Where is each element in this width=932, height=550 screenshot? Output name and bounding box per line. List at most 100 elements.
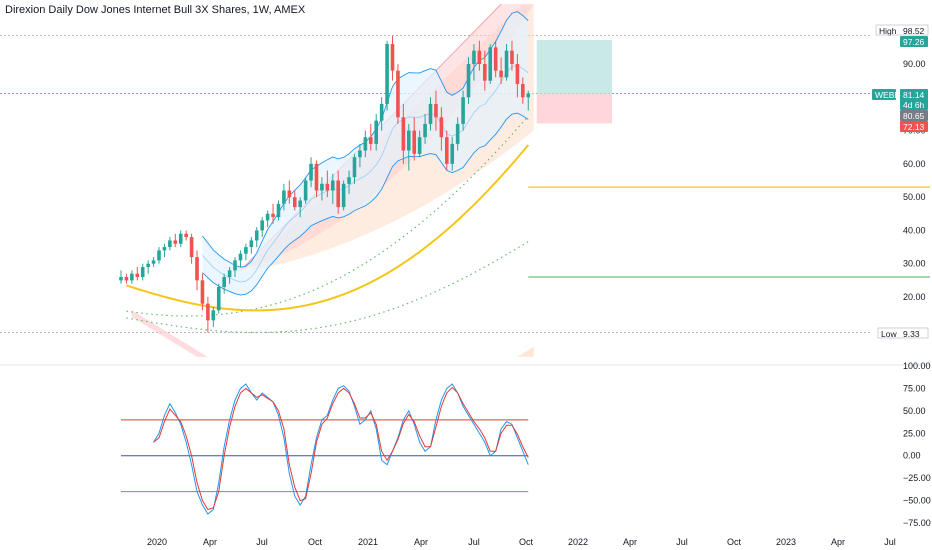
candle-body xyxy=(368,137,373,144)
price-tick-label: 50.00 xyxy=(903,192,926,202)
gray-price-badge-text: 80.65 xyxy=(903,111,925,121)
candle-body xyxy=(222,277,226,288)
candle-body xyxy=(396,70,400,118)
candle-body xyxy=(428,103,433,124)
price-tick-label: 60.00 xyxy=(903,159,926,169)
candle-body xyxy=(216,287,221,311)
candle-body xyxy=(521,83,525,98)
osc-tick-label: 75.00 xyxy=(903,383,926,393)
candle-body xyxy=(244,247,248,254)
osc-tick-label: −75.00 xyxy=(903,518,931,528)
candle-body xyxy=(401,117,406,151)
price-tick-label: 40.00 xyxy=(903,225,926,235)
osc-tick-label: 50.00 xyxy=(903,406,926,416)
dotted-curve-upper xyxy=(126,115,529,317)
chart-title: Direxion Daily Dow Jones Internet Bull 3… xyxy=(5,4,306,16)
candle-body xyxy=(254,230,259,241)
candle-body xyxy=(265,213,270,221)
candle-body xyxy=(178,233,183,244)
stoch-k-line xyxy=(153,383,529,515)
candle-body xyxy=(406,130,411,151)
osc-tick-label: 25.00 xyxy=(903,428,926,438)
time-tick-label: 2020 xyxy=(147,537,167,547)
stop-price-badge: 72.13 xyxy=(900,121,928,132)
stoch-d-line xyxy=(153,386,529,511)
candle-body xyxy=(151,260,156,264)
candle-body xyxy=(325,183,330,191)
candle-body xyxy=(330,180,335,191)
candle-body xyxy=(358,150,362,158)
candle-body xyxy=(450,143,455,164)
candle-body xyxy=(510,50,514,64)
time-tick-label: 2023 xyxy=(776,537,796,547)
gray-price-badge: 80.65 xyxy=(900,110,928,121)
candle-body xyxy=(233,260,237,271)
time-tick-label: Apr xyxy=(203,537,217,547)
time-tick-label: Oct xyxy=(519,537,534,547)
time-tick-label: Oct xyxy=(308,537,323,547)
candle-body xyxy=(271,213,275,218)
osc-tick-label: −25.00 xyxy=(903,473,931,483)
last-price-badge-text: 4d 6h xyxy=(903,100,925,110)
candle-body xyxy=(292,197,297,208)
candle-body xyxy=(135,273,140,278)
candle-body xyxy=(249,240,254,248)
dotted-curve-lower xyxy=(126,241,529,334)
candle-body xyxy=(309,163,313,181)
candle-body xyxy=(477,50,482,64)
band-mid xyxy=(202,64,529,283)
price-tick-label: 30.00 xyxy=(903,259,926,269)
axis-label-frame xyxy=(877,327,929,339)
candle-body xyxy=(336,180,340,208)
candle-body xyxy=(461,97,465,124)
target-price-badge-text: 97.26 xyxy=(903,37,925,47)
candle-body xyxy=(211,310,216,321)
candle-body xyxy=(227,270,232,278)
low-badge-text: Low xyxy=(881,329,897,339)
candle-body xyxy=(140,267,145,278)
position-target-zone xyxy=(536,39,612,94)
candle-body xyxy=(200,280,205,304)
candle-body xyxy=(347,177,351,184)
candle-body xyxy=(157,250,161,261)
candle-body xyxy=(130,273,134,281)
time-tick-label: Apr xyxy=(414,537,428,547)
candle-body xyxy=(417,137,422,154)
candle-body xyxy=(260,220,264,231)
candle-body xyxy=(374,120,379,144)
candle-body xyxy=(390,44,395,71)
high-value-badge: 98.52 xyxy=(900,25,928,36)
candle-body xyxy=(363,137,368,151)
curve-yellow xyxy=(126,144,530,312)
candle-body xyxy=(184,233,188,238)
time-tick-label: Apr xyxy=(831,537,845,547)
candle-body xyxy=(439,117,444,138)
time-tick-label: Jul xyxy=(676,537,688,547)
candle-body xyxy=(119,277,123,281)
high-badge-text: High xyxy=(879,26,897,36)
time-tick-label: 2022 xyxy=(568,537,588,547)
high-badge: High xyxy=(876,25,898,36)
band-lower xyxy=(202,112,529,296)
candle-body xyxy=(195,257,199,281)
candle-body xyxy=(287,190,292,198)
time-tick-label: Apr xyxy=(623,537,637,547)
price-tick-label: 90.00 xyxy=(903,59,926,69)
candle-body xyxy=(499,70,503,78)
stop-price-badge-text: 72.13 xyxy=(903,122,925,132)
time-tick-label: Jul xyxy=(468,537,480,547)
ticker-badge: WEBL xyxy=(872,89,899,100)
high-value-badge-text: 98.52 xyxy=(903,26,925,36)
candle-body xyxy=(282,190,286,204)
candle-body xyxy=(526,93,531,98)
candle-body xyxy=(466,64,471,98)
time-tick-label: Jul xyxy=(884,537,896,547)
candle-body xyxy=(488,47,493,81)
candle-body xyxy=(341,183,346,208)
low-value-badge: 9.33 xyxy=(900,328,928,339)
time-tick-label: Oct xyxy=(727,537,742,547)
candle-body xyxy=(124,277,129,281)
position-stop-zone xyxy=(536,93,612,124)
